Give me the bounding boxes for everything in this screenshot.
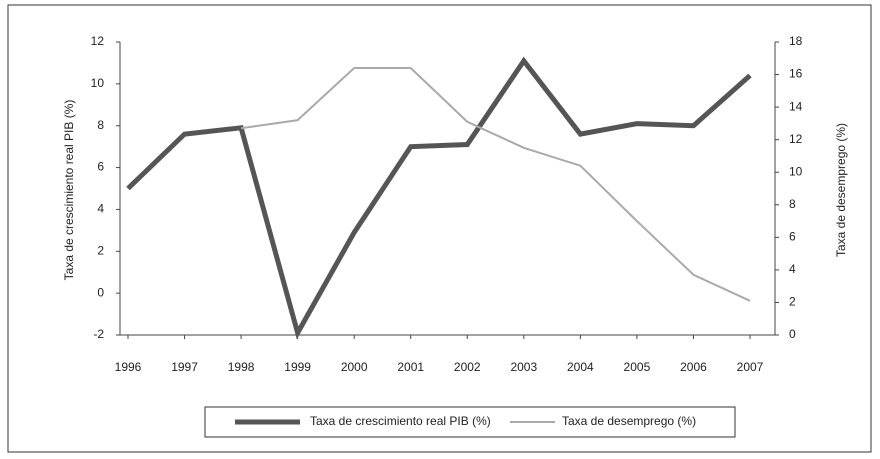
x-tick-label: 2006 [680,360,707,374]
x-tick-label: 2002 [454,360,481,374]
y2-tick-label: 8 [789,197,796,211]
y2-axis-label: Taxa de desemprego (%) [834,123,848,257]
x-tick-label: 2007 [737,360,764,374]
y-axis-label: Taxa de crescimiento real PIB (%) [62,100,76,281]
y-tick-label: 8 [97,118,104,132]
y2-tick-label: 0 [789,327,796,341]
x-tick-label: 2005 [624,360,651,374]
series-line [240,67,751,302]
y2-tick-label: 2 [789,295,796,309]
x-tick-label: 1999 [284,360,311,374]
x-tick-label: 1998 [228,360,255,374]
y-tick-label: -2 [93,327,104,341]
y2-tick-label: 4 [789,262,796,276]
y-tick-label: 2 [97,243,104,257]
legend-box [204,406,736,438]
y-tick-label: 12 [91,34,105,48]
y2-tick-label: 12 [789,132,803,146]
y2-tick-label: 14 [789,99,803,113]
legend-label: Taxa de crescimiento real PIB (%) [310,414,491,428]
y2-tick-label: 16 [789,67,803,81]
x-tick-label: 1996 [115,360,142,374]
y2-tick-label: 6 [789,230,796,244]
x-tick-label: 1997 [171,360,198,374]
x-tick-label: 2000 [341,360,368,374]
y-tick-label: 6 [97,160,104,174]
y2-tick-label: 10 [789,164,803,178]
frame [7,4,872,453]
x-tick-label: 2003 [510,360,537,374]
x-tick-label: 2001 [397,360,424,374]
y-tick-label: 4 [97,202,104,216]
x-tick-label: 2004 [567,360,594,374]
legend-label: Taxa de desemprego (%) [562,414,696,428]
series-line [126,56,752,340]
y2-tick-label: 18 [789,34,803,48]
y-tick-label: 10 [91,76,105,90]
y-tick-label: 0 [97,285,104,299]
